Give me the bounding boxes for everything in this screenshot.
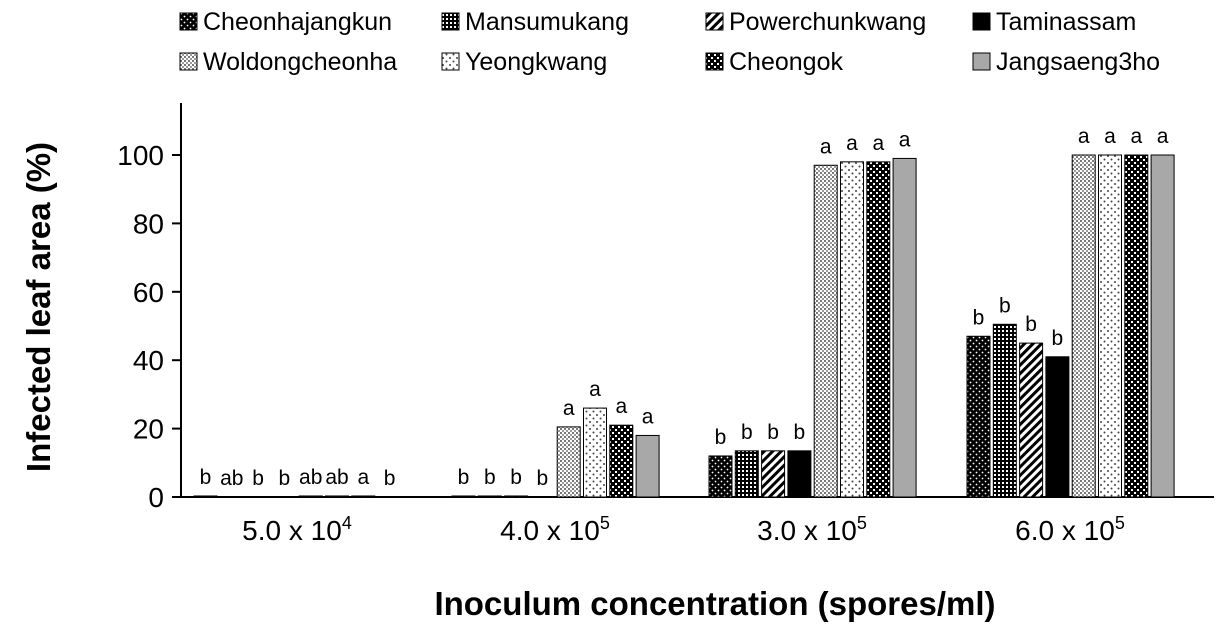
legend: Cheonhajangkun Mansumukang Powerchunkwang T… [179, 8, 1160, 76]
bar-taminassam-3 [1045, 356, 1070, 498]
significance-letter: b [384, 467, 396, 490]
significance-letter: a [1104, 125, 1116, 148]
significance-letter: b [973, 306, 985, 329]
significance-letter: b [767, 421, 779, 444]
bar-yeongkwang-2 [840, 161, 864, 498]
significance-letter: a [872, 132, 884, 155]
legend-label-mansumukang: Mansumukang [465, 8, 629, 36]
significance-letter: a [642, 405, 654, 428]
significance-letter: b [279, 467, 291, 490]
y-tick-label: 100 [117, 140, 164, 171]
bar-yeongkwang-1 [583, 407, 607, 498]
legend-label-cheongok: Cheongok [729, 48, 843, 76]
bar-mansumukang-2 [734, 450, 759, 498]
bar-cheongok-1 [609, 424, 634, 498]
bar-powerchunkwang-3 [1019, 342, 1044, 498]
bar-jangsaeng3ho-2 [892, 157, 917, 498]
bar-woldongcheonha-0 [298, 495, 323, 498]
y-tick-label: 0 [148, 482, 164, 513]
significance-letter: ab [325, 466, 348, 489]
x-category-label: 5.0 x 104 [242, 513, 352, 546]
legend-label-yeongkwang: Yeongkwang [465, 48, 607, 76]
legend-swatch-yeongkwang [441, 52, 460, 71]
bar-jangsaeng3ho-1 [635, 434, 660, 498]
bar-cheongok-2 [866, 161, 891, 498]
bar-cheonhajangkun-1 [451, 495, 476, 498]
significance-letter: a [899, 128, 911, 151]
legend-swatch-mansumukang [441, 12, 460, 31]
significance-letter: b [741, 421, 753, 444]
significance-letter: b [537, 467, 549, 490]
y-tick-label: 40 [133, 345, 164, 376]
significance-letter: b [1052, 327, 1064, 350]
bar-woldongcheonha-3 [1071, 154, 1096, 498]
x-category-label: 3.0 x 105 [757, 513, 867, 546]
significance-letter: a [820, 135, 832, 158]
bar-yeongkwang-3 [1098, 154, 1122, 498]
significance-letter: a [589, 378, 601, 401]
legend-swatch-powerchunkwang [705, 12, 724, 31]
y-tick-label: 60 [133, 277, 164, 308]
legend-label-jangsaeng3ho: Jangsaeng3ho [996, 48, 1160, 76]
bar-woldongcheonha-2 [813, 164, 838, 498]
y-tick-label: 20 [133, 414, 164, 445]
x-axis-title: Inoculum concentration (spores/ml) [434, 585, 995, 622]
significance-letter: ab [220, 467, 243, 490]
bar-mansumukang-1 [477, 495, 502, 498]
significance-letter: b [715, 426, 727, 449]
bar-cheongok-0 [351, 495, 376, 498]
significance-letter: a [1157, 125, 1169, 148]
legend-label-cheonhajangkun: Cheonhajangkun [203, 8, 392, 36]
bar-cheonhajangkun-2 [708, 455, 733, 498]
bar-cheonhajangkun-3 [966, 335, 991, 498]
significance-letter: a [615, 395, 627, 418]
legend-label-woldongcheonha: Woldongcheonha [203, 48, 397, 76]
x-category-label: 6.0 x 105 [1015, 513, 1125, 546]
significance-letter: b [794, 421, 806, 444]
significance-letter: b [510, 466, 522, 489]
legend-swatch-cheongok [705, 52, 724, 71]
legend-label-taminassam: Taminassam [996, 8, 1136, 36]
legend-swatch-woldongcheonha [179, 52, 198, 71]
significance-letter: b [484, 466, 496, 489]
significance-letter: a [357, 466, 369, 489]
x-category-label: 4.0 x 105 [500, 513, 610, 546]
significance-letter: a [846, 132, 858, 155]
bar-taminassam-2 [787, 450, 812, 498]
x-category-labels: 5.0 x 104 4.0 x 105 3.0 x 105 6.0 x 105 [242, 513, 1125, 546]
y-axis-title: Infected leaf area (%) [20, 142, 57, 472]
bar-cheongok-3 [1124, 154, 1149, 498]
significance-letter: b [458, 466, 470, 489]
significance-letter: b [1025, 313, 1037, 336]
bar-mansumukang-3 [992, 323, 1017, 498]
bar-woldongcheonha-1 [556, 426, 581, 498]
significance-letter: a [563, 397, 575, 420]
bar-powerchunkwang-1 [504, 495, 529, 498]
significance-letter: a [1130, 125, 1142, 148]
legend-swatch-jangsaeng3ho [972, 52, 991, 71]
significance-letter: ab [299, 466, 322, 489]
significance-letter: b [999, 294, 1011, 317]
bar-jangsaeng3ho-3 [1150, 154, 1175, 498]
legend-swatch-cheonhajangkun [179, 12, 198, 31]
bar-cheonhajangkun-0 [193, 495, 218, 498]
significance-letter: a [1078, 125, 1090, 148]
bar-powerchunkwang-2 [761, 450, 786, 498]
legend-label-powerchunkwang: Powerchunkwang [729, 8, 926, 36]
significance-letter: b [200, 466, 212, 489]
bar-yeongkwang-0 [325, 495, 349, 498]
y-ticks: 0 20 40 60 80 100 [117, 140, 181, 513]
y-tick-label: 80 [133, 208, 164, 239]
legend-swatch-taminassam [972, 12, 991, 31]
significance-letter: b [252, 467, 264, 490]
